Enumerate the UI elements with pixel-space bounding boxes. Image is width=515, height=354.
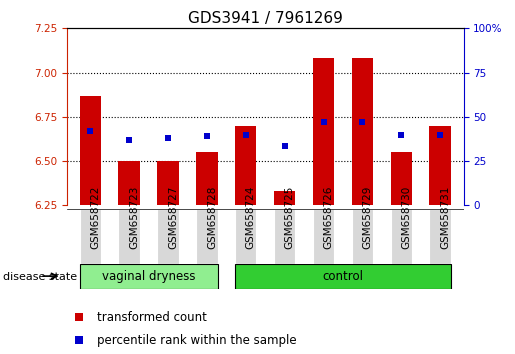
Text: GSM658729: GSM658729 — [363, 185, 372, 249]
Bar — [158, 161, 179, 205]
Bar — [313, 58, 334, 205]
Bar — [352, 58, 373, 205]
Text: transformed count: transformed count — [97, 311, 207, 324]
Bar — [118, 209, 140, 264]
Bar — [235, 209, 256, 264]
Bar — [80, 96, 101, 205]
Bar — [196, 152, 218, 205]
Text: GSM658728: GSM658728 — [207, 185, 217, 249]
Title: GDS3941 / 7961269: GDS3941 / 7961269 — [188, 11, 342, 26]
Text: GSM658725: GSM658725 — [285, 185, 295, 249]
Text: percentile rank within the sample: percentile rank within the sample — [97, 334, 296, 347]
Text: control: control — [322, 270, 364, 282]
Bar — [390, 152, 412, 205]
Bar — [274, 191, 296, 205]
Bar — [430, 126, 451, 205]
Text: GSM658731: GSM658731 — [440, 185, 450, 249]
Bar — [196, 209, 218, 264]
Bar — [390, 209, 412, 264]
Bar — [235, 264, 451, 289]
Bar — [274, 209, 296, 264]
Bar — [80, 209, 101, 264]
Bar — [235, 126, 256, 205]
Bar — [80, 264, 218, 289]
Text: vaginal dryness: vaginal dryness — [102, 270, 195, 282]
Text: GSM658724: GSM658724 — [246, 185, 256, 249]
Text: GSM658723: GSM658723 — [129, 185, 139, 249]
Text: GSM658726: GSM658726 — [323, 185, 334, 249]
Bar — [313, 209, 334, 264]
Text: disease state: disease state — [3, 272, 77, 282]
Bar — [118, 161, 140, 205]
Text: GSM658727: GSM658727 — [168, 185, 178, 249]
Bar — [158, 209, 179, 264]
Text: GSM658722: GSM658722 — [90, 185, 100, 249]
Text: GSM658730: GSM658730 — [401, 185, 411, 249]
Bar — [430, 209, 451, 264]
Bar — [352, 209, 373, 264]
